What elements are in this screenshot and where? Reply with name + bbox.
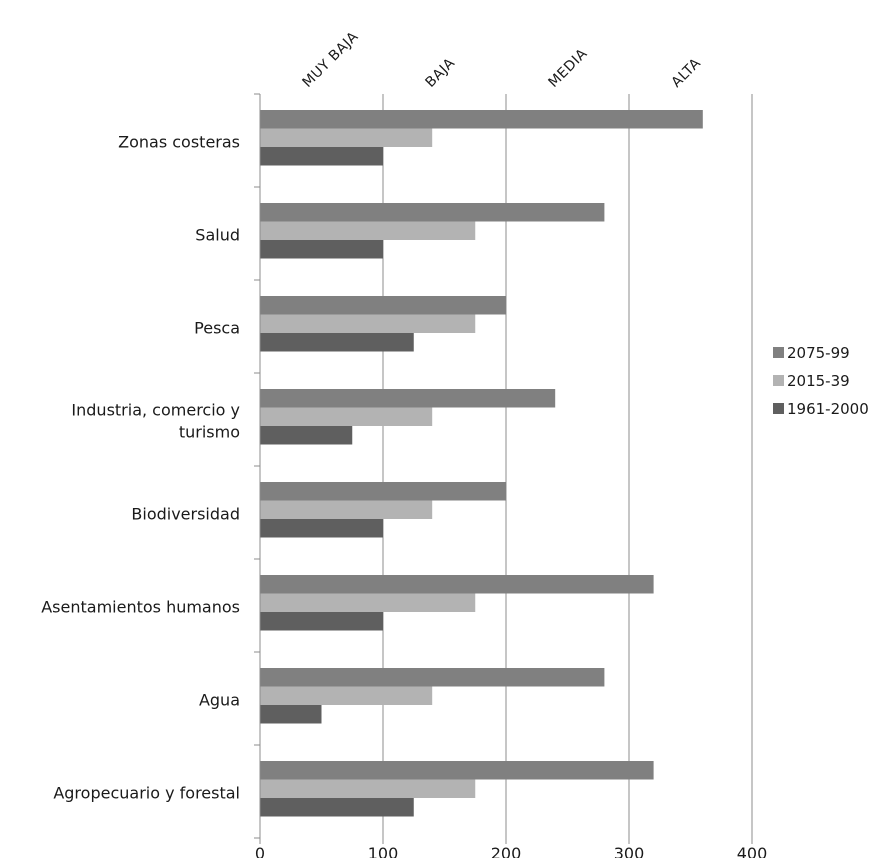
category-label: Agua xyxy=(199,691,240,710)
top-category-label: ALTA xyxy=(669,55,705,91)
bar-2015-39 xyxy=(260,407,433,426)
legend-swatch xyxy=(773,403,784,414)
legend-label: 2075-99 xyxy=(787,344,850,362)
bar-2075-99 xyxy=(260,482,506,501)
x-tick-label: 200 xyxy=(491,844,522,858)
legend-label: 2015-39 xyxy=(787,372,850,390)
bar-2015-39 xyxy=(260,128,433,147)
x-tick-label: 300 xyxy=(614,844,645,858)
bar-2075-99 xyxy=(260,668,605,687)
category-label: Asentamientos humanos xyxy=(41,598,240,617)
labels: 0 100 200 300 400 Zonas costeras Salud Pesca Ind… xyxy=(41,29,767,858)
x-tick-label: 100 xyxy=(368,844,399,858)
bar-1961-2000 xyxy=(260,612,383,631)
bar-1961-2000 xyxy=(260,426,353,445)
bar-2075-99 xyxy=(260,761,654,780)
bar-1961-2000 xyxy=(260,519,383,538)
bar-2075-99 xyxy=(260,296,506,315)
bar-1961-2000 xyxy=(260,240,383,259)
legend-swatch xyxy=(773,375,784,386)
bar-2015-39 xyxy=(260,500,433,519)
axes xyxy=(254,93,753,844)
category-label: Pesca xyxy=(194,319,240,338)
bars xyxy=(260,110,703,817)
legend-swatch xyxy=(773,347,784,358)
category-label: Industria, comercio y turismo xyxy=(71,401,240,442)
bar-1961-2000 xyxy=(260,333,414,352)
top-category-label: BAJA xyxy=(423,55,459,91)
top-category-label: MUY BAJA xyxy=(300,29,362,91)
bar-1961-2000 xyxy=(260,705,322,724)
bar-1961-2000 xyxy=(260,147,383,166)
bar-1961-2000 xyxy=(260,798,414,817)
bar-2075-99 xyxy=(260,110,703,129)
bar-2015-39 xyxy=(260,221,476,240)
bar-2075-99 xyxy=(260,575,654,594)
bar-2075-99 xyxy=(260,389,556,408)
bar-2015-39 xyxy=(260,314,476,333)
category-label: Agropecuario y forestal xyxy=(53,784,240,803)
category-label: Salud xyxy=(195,226,240,245)
bar-2015-39 xyxy=(260,686,433,705)
category-label: Zonas costeras xyxy=(118,133,240,152)
legend-label: 1961-2000 xyxy=(787,400,869,418)
x-tick-label: 0 xyxy=(255,844,265,858)
bar-2075-99 xyxy=(260,203,605,222)
x-tick-label: 400 xyxy=(737,844,768,858)
legend: 2075-99 2015-39 1961-2000 xyxy=(773,344,869,418)
top-category-label: MEDIA xyxy=(546,46,591,91)
bar-2015-39 xyxy=(260,779,476,798)
category-label: Biodiversidad xyxy=(131,505,240,524)
bar-2015-39 xyxy=(260,593,476,612)
